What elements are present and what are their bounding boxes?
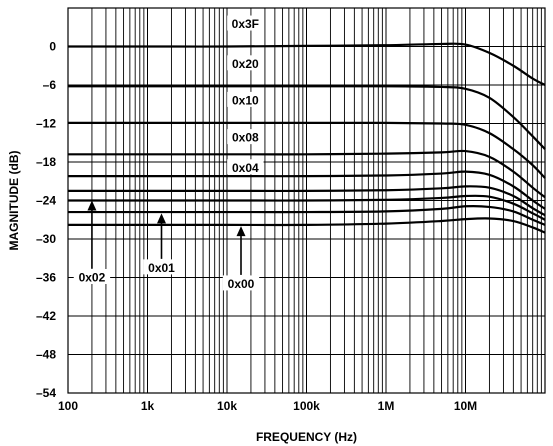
annotation-label-background	[227, 129, 264, 145]
annotation-label: 0x10	[232, 93, 259, 107]
x-axis-title: FREQUENCY (Hz)	[256, 430, 357, 444]
annotation-label-background	[227, 91, 264, 107]
annotation-label: 0x08	[232, 131, 259, 145]
y-tick-label: –24	[36, 194, 56, 208]
series-line	[68, 217, 546, 234]
series-group	[67, 42, 546, 234]
y-tick-label: –18	[36, 155, 56, 169]
plot-frame	[67, 7, 546, 394]
annotation-label: 0x00	[228, 277, 255, 291]
series-line	[68, 42, 546, 86]
y-tick-label: –54	[36, 386, 56, 400]
annotation-label: 0x20	[232, 57, 259, 71]
y-tick-label: –12	[36, 117, 56, 131]
annotation-label-background	[227, 15, 264, 31]
y-tick-label: –48	[36, 348, 56, 362]
y-axis-title: MAGNITUDE (dB)	[7, 151, 21, 251]
y-tick-label: –6	[43, 78, 57, 92]
annotations-group: 0x3F 0x20 0x10 0x08 0x04 0x02 0x01 0x00	[73, 15, 264, 291]
x-tick-label: 100k	[293, 399, 320, 413]
annotation-label-background	[73, 269, 111, 284]
y-tick-label: –42	[36, 309, 56, 323]
series-line	[68, 170, 546, 210]
x-tick-label: 100	[58, 399, 78, 413]
annotation-label-background	[227, 55, 264, 71]
series-line	[67, 85, 546, 150]
x-tick-label: 1M	[378, 399, 395, 413]
annotation-label-background	[222, 275, 260, 291]
annotation-label: 0x04	[232, 161, 259, 175]
y-tick-labels: 0 –6 –12 –18 –24 –30 –36 –42 –48 –54	[36, 40, 56, 401]
x-tick-label: 10M	[454, 399, 477, 413]
series-line	[68, 194, 546, 221]
series-line	[68, 149, 546, 199]
x-tick-labels: 100 1k 10k 100k 1M 10M	[58, 399, 477, 413]
x-tick-label: 10k	[217, 399, 237, 413]
series-line	[68, 205, 546, 226]
x-tick-label: 1k	[141, 399, 155, 413]
annotation-label: 0x3F	[232, 17, 259, 31]
y-tick-label: –30	[36, 232, 56, 246]
series-line	[68, 121, 546, 179]
y-tick-label: –36	[36, 271, 56, 285]
series-line	[68, 185, 546, 217]
y-tick-label: 0	[49, 40, 56, 54]
annotation-label: 0x01	[148, 261, 175, 275]
annotation-label-background	[143, 259, 180, 275]
annotation-arrow-head	[156, 213, 166, 224]
annotation-arrow-head	[236, 226, 246, 237]
annotation-label: 0x02	[79, 271, 106, 285]
annotation-arrow-head	[87, 200, 97, 211]
annotation-label-background	[227, 159, 264, 175]
